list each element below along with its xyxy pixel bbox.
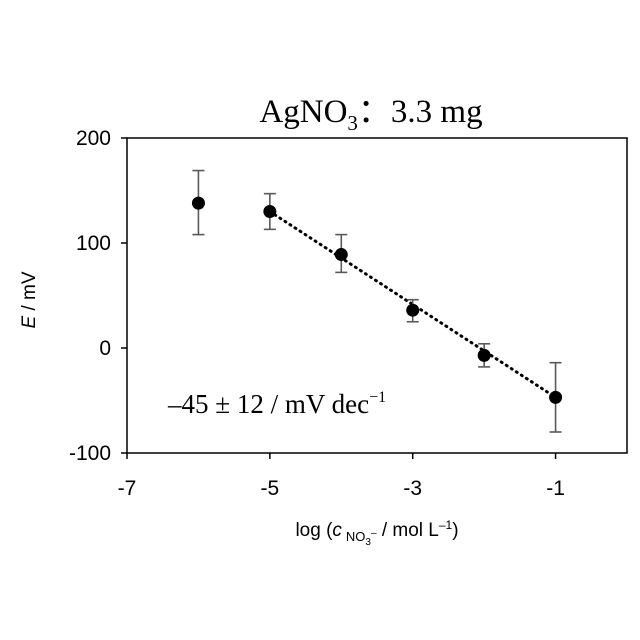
slope-annotation: –45 ± 12 / mV dec−1 — [167, 389, 386, 419]
x-axis-label-units-sup: –1 — [439, 518, 453, 532]
x-tick-label: -5 — [261, 477, 280, 500]
chart-title-subscript: 3 — [347, 111, 358, 135]
data-point — [477, 348, 491, 362]
x-axis-label-units: / mol L — [377, 520, 439, 541]
data-point — [334, 248, 348, 262]
y-tick-label: 100 — [76, 232, 111, 255]
data-point — [406, 303, 420, 317]
slope-annotation-main: –45 ± 12 / mV dec — [167, 389, 369, 419]
slope-annotation-superscript: −1 — [369, 389, 386, 406]
x-tick-label: -7 — [118, 477, 137, 500]
x-axis-label-subscript-sup: – — [371, 528, 377, 539]
x-tick-label: -1 — [546, 477, 565, 500]
chart-title: AgNO3：3.3 mg — [259, 94, 482, 135]
y-axis-label-units: / mV — [19, 271, 40, 316]
x-axis-label-subscript-sub: 3 — [365, 537, 371, 548]
y-tick-label: -100 — [69, 442, 111, 465]
plot-frame — [126, 137, 628, 454]
y-ticks: -100 0 100 200 — [69, 127, 127, 465]
x-tick-label: -3 — [403, 477, 422, 500]
y-tick-label: 200 — [76, 127, 111, 150]
chart-title-main: AgNO — [259, 94, 347, 130]
x-axis-label: log (c NO3– / mol L–1) — [295, 518, 458, 548]
x-ticks: -7 -5 -3 -1 — [118, 453, 565, 500]
x-axis-label-subscript: NO — [346, 529, 366, 544]
data-points — [191, 196, 563, 404]
data-point — [549, 390, 563, 404]
data-point — [191, 196, 205, 210]
data-point — [263, 205, 277, 218]
y-axis-label: E / mV — [19, 271, 40, 328]
x-axis-label-prefix: log ( — [295, 520, 333, 541]
y-tick-label: 0 — [99, 337, 111, 360]
y-axis-label-var: E — [19, 316, 40, 329]
x-axis-label-var: c — [332, 520, 342, 541]
chart-title-rest: ：3.3 mg — [358, 94, 483, 130]
x-axis-label-suffix: ) — [452, 520, 458, 541]
